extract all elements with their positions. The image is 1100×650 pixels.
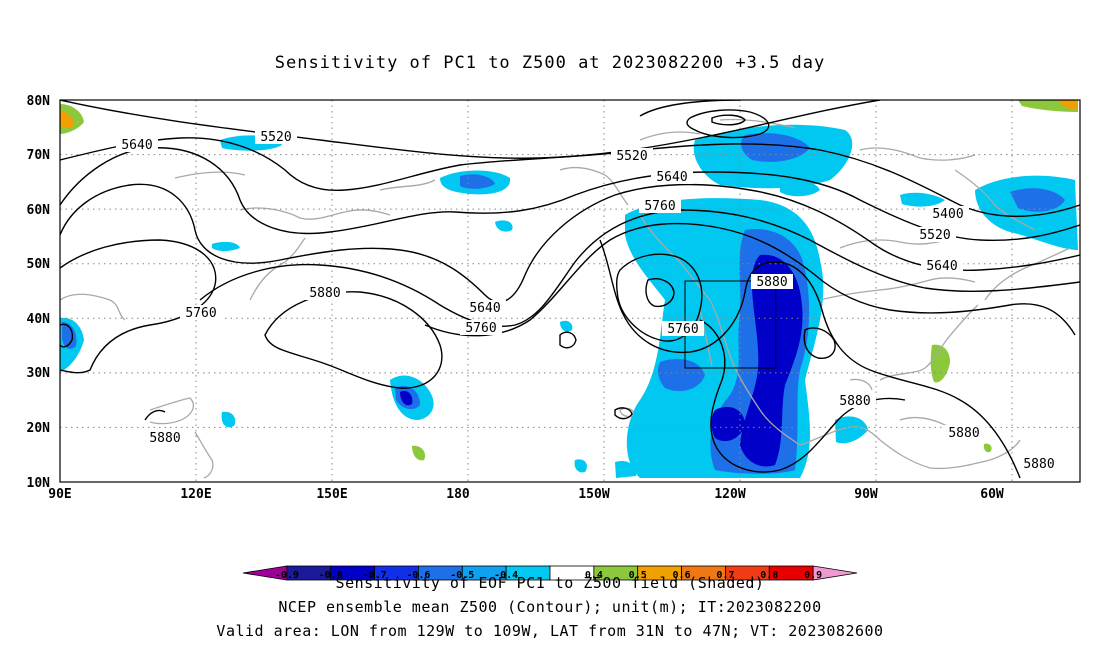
contour-label: 5760 xyxy=(465,321,496,336)
contour-label: 5640 xyxy=(926,259,957,274)
contour-label: 5640 xyxy=(656,170,687,185)
colorbar-label: -0.7 xyxy=(363,570,387,581)
contour-label: 5760 xyxy=(667,322,698,337)
y-tick-label: 20N xyxy=(27,421,51,436)
colorbar-label: 0.4 xyxy=(585,570,603,581)
contour-label: 5760 xyxy=(644,199,675,214)
contour-label: 5520 xyxy=(919,228,950,243)
y-axis-labels: 80N 70N 60N 50N 40N 30N 20N 10N xyxy=(27,94,51,491)
y-tick-label: 50N xyxy=(27,257,51,272)
contour-label: 5520 xyxy=(616,149,647,164)
map-title: Sensitivity of PC1 to Z500 at 2023082200… xyxy=(275,53,826,73)
contour-label: 5880 xyxy=(309,286,340,301)
footer-line-3: Valid area: LON from 129W to 109W, LAT f… xyxy=(216,622,883,640)
colorbar-label: -0.5 xyxy=(450,570,474,581)
y-tick-label: 10N xyxy=(27,476,51,491)
x-tick-label: 150W xyxy=(578,487,609,502)
colorbar-label: -0.8 xyxy=(319,570,343,581)
colorbar-label: -0.9 xyxy=(275,570,299,581)
colorbar: -0.9 -0.8 -0.7 -0.6 -0.5 -0.4 0.4 0.5 0.6 0.7 0.8 0… xyxy=(242,565,858,581)
contour-label: 5880 xyxy=(948,426,979,441)
x-tick-label: 90W xyxy=(854,487,878,502)
map-panel: 5640 5520 5520 5640 5760 5400 5520 5640 … xyxy=(60,100,1080,482)
y-tick-label: 40N xyxy=(27,312,51,327)
colorbar-label: -0.4 xyxy=(494,570,518,581)
contour-label: 5520 xyxy=(260,130,291,145)
colorbar-label: 0.8 xyxy=(760,570,778,581)
colorbar-label: -0.6 xyxy=(406,570,430,581)
x-axis-labels: 90E 120E 150E 180 150W 120W 90W 60W xyxy=(48,487,1004,502)
contour-label: 5760 xyxy=(185,306,216,321)
contour-label: 5880 xyxy=(756,275,787,290)
coastlines xyxy=(60,118,1071,479)
contour-labels: 5640 5520 5520 5640 5760 5400 5520 5640 … xyxy=(116,129,1060,472)
x-tick-label: 90E xyxy=(48,487,71,502)
contour-label: 5880 xyxy=(1023,457,1054,472)
y-tick-label: 60N xyxy=(27,203,51,218)
contour-label: 5640 xyxy=(121,138,152,153)
contour-label: 5880 xyxy=(839,394,870,409)
x-tick-label: 180 xyxy=(446,487,470,502)
footer-line-1: Sensitivity of EOF PC1 to Z500 field (Sh… xyxy=(336,574,765,592)
y-tick-label: 30N xyxy=(27,366,51,381)
z500-contours xyxy=(60,100,1080,479)
colorbar-label: 0.6 xyxy=(673,570,691,581)
footer-line-2: NCEP ensemble mean Z500 (Contour); unit(… xyxy=(278,598,821,616)
x-tick-label: 60W xyxy=(980,487,1004,502)
map-frame xyxy=(59,99,1081,483)
colorbar-swatch xyxy=(812,565,858,581)
x-tick-label: 120E xyxy=(180,487,211,502)
contour-label: 5400 xyxy=(932,207,963,222)
x-tick-label: 150E xyxy=(316,487,347,502)
contour-label: 5880 xyxy=(149,431,180,446)
colorbar-label: 0.9 xyxy=(804,570,822,581)
y-tick-label: 80N xyxy=(27,94,51,109)
colorbar-label: 0.7 xyxy=(716,570,734,581)
y-tick-label: 70N xyxy=(27,148,51,163)
colorbar-label: 0.5 xyxy=(629,570,647,581)
x-tick-label: 120W xyxy=(714,487,745,502)
contour-label: 5640 xyxy=(469,301,500,316)
